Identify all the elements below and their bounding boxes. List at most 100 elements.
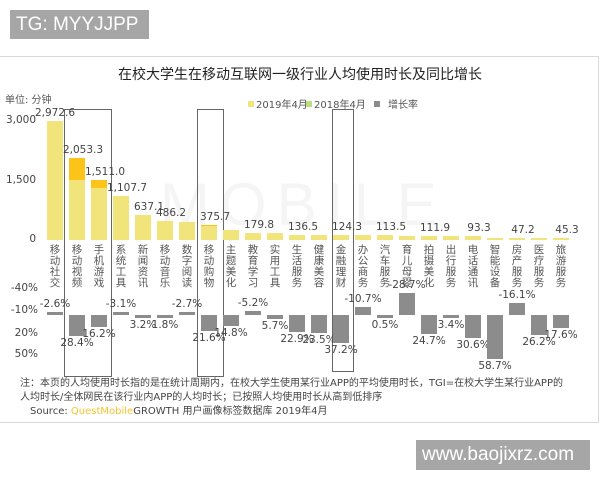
category-label: 智能设备	[489, 244, 501, 289]
value-label: 93.3	[467, 222, 491, 235]
growth-label: 28.4%	[60, 337, 94, 350]
legend-label-growth: 增长率	[388, 100, 418, 111]
bar-2019	[355, 235, 371, 240]
growth-label: -28.7%	[388, 279, 426, 292]
category-label: 手机游戏	[93, 244, 105, 289]
growth-label: -16.1%	[498, 288, 536, 301]
category-label: 出行服务	[445, 244, 457, 289]
source-brand: QuestMobile	[70, 406, 134, 417]
legend-swatch-2019	[248, 100, 254, 107]
growth-bar	[223, 315, 239, 327]
growth-label: 37.2%	[324, 343, 358, 356]
growth-label: 22.9%	[280, 333, 314, 346]
category-label: 新闻资讯	[137, 244, 149, 289]
category-label: 移动购物	[203, 244, 215, 289]
growth-label: -10.7%	[344, 292, 382, 305]
growth-bar	[311, 315, 327, 333]
growth-label: 5.7%	[261, 320, 289, 333]
growth-bar	[245, 311, 261, 315]
bar-2019	[377, 235, 393, 240]
growth-bar	[377, 315, 393, 318]
growth-bar	[443, 315, 459, 318]
growth-bar	[553, 315, 569, 329]
y-tick-20: 20%	[14, 327, 38, 339]
legend-item-growth: 增长率	[374, 96, 418, 111]
y-tick-0: 0	[29, 233, 36, 245]
legend-item-2018: 2018年4月	[306, 96, 366, 111]
category-label: 旅游服务	[555, 244, 567, 289]
category-label: 金融理财	[335, 244, 347, 289]
value-label: 1,511.0	[84, 165, 126, 178]
category-label: 拍摄美化	[423, 244, 435, 289]
category-label: 房产服务	[511, 244, 523, 289]
category-label: 生活服务	[291, 244, 303, 289]
y-tick-50: 50%	[14, 348, 38, 360]
growth-bar	[69, 315, 85, 337]
bar-2019	[223, 229, 239, 240]
growth-bar	[91, 315, 107, 328]
legend-label-2019: 2019年4月	[256, 100, 308, 111]
bar-2019	[201, 224, 217, 240]
bar-2019	[553, 238, 569, 240]
growth-bar	[179, 312, 195, 315]
growth-bar	[333, 315, 349, 343]
value-label: 179.8	[243, 218, 275, 231]
bar-2019	[509, 238, 525, 240]
watermark-top: TG: MYYJJPP	[10, 10, 149, 39]
value-label: 111.9	[419, 221, 451, 234]
growth-label: 58.7%	[478, 360, 512, 373]
bar-2019	[179, 222, 195, 240]
legend-swatch-growth	[374, 100, 380, 107]
growth-label: -5.2%	[237, 297, 269, 310]
category-label: 移动社交	[49, 244, 61, 289]
bar-2019	[245, 232, 261, 240]
bar-2019	[487, 238, 503, 240]
growth-bar	[47, 312, 63, 315]
value-label: 113.5	[375, 221, 407, 234]
value-label: 637.1	[133, 200, 165, 213]
growth-bar	[289, 315, 305, 333]
bar-2019	[531, 238, 547, 240]
category-label: 教育学习	[247, 244, 259, 289]
legend-swatch-2018	[306, 100, 312, 107]
growth-label: -2.6%	[39, 298, 71, 310]
bar-2019	[157, 220, 173, 240]
growth-label: -2.7%	[171, 298, 203, 310]
growth-label: 21.6%	[192, 332, 226, 345]
growth-label: 23.5%	[302, 333, 336, 346]
bar-2019	[47, 121, 63, 240]
note-line-1: 注：本页的人均使用时长指的是在统计周期内，在校大学生使用某行业APP的平均使用时…	[20, 378, 563, 389]
growth-label: 1.8%	[151, 319, 179, 331]
category-label: 育儿母婴	[401, 244, 413, 289]
growth-label: 30.6%	[456, 338, 490, 351]
value-label: 375.7	[199, 210, 231, 223]
bar-2019	[91, 179, 107, 240]
highlight-box-shopping	[197, 109, 224, 377]
bar-2018-diff	[91, 179, 107, 188]
bar-2019	[267, 233, 283, 240]
bar-2019	[399, 235, 415, 240]
growth-label: 16.2%	[82, 328, 116, 341]
bar-2019	[421, 235, 437, 240]
y-tick-3000: 3,000	[5, 114, 36, 126]
growth-bar	[157, 315, 173, 318]
growth-label: 0.5%	[371, 319, 399, 331]
bar-2019	[311, 234, 327, 240]
category-label: 系统工具	[115, 244, 127, 289]
legend-label-2018: 2018年4月	[314, 100, 366, 111]
growth-label: 24.7%	[412, 334, 446, 347]
growth-bar	[421, 315, 437, 334]
value-label: 45.3	[555, 224, 579, 236]
category-label: 实用工具	[269, 244, 281, 289]
category-label: 汽车服务	[379, 244, 391, 289]
source-prefix: Source:	[30, 406, 71, 417]
highlight-box-finance	[332, 109, 354, 372]
value-label: 136.5	[287, 220, 319, 233]
growth-bar	[487, 315, 503, 360]
growth-label: 14.8%	[214, 327, 248, 340]
bar-2019	[333, 235, 349, 240]
y-tick-1500: 1,500	[5, 174, 36, 186]
growth-label: 3.4%	[437, 319, 465, 331]
category-label: 移动视频	[71, 244, 83, 289]
value-label: 124.3	[331, 221, 363, 234]
